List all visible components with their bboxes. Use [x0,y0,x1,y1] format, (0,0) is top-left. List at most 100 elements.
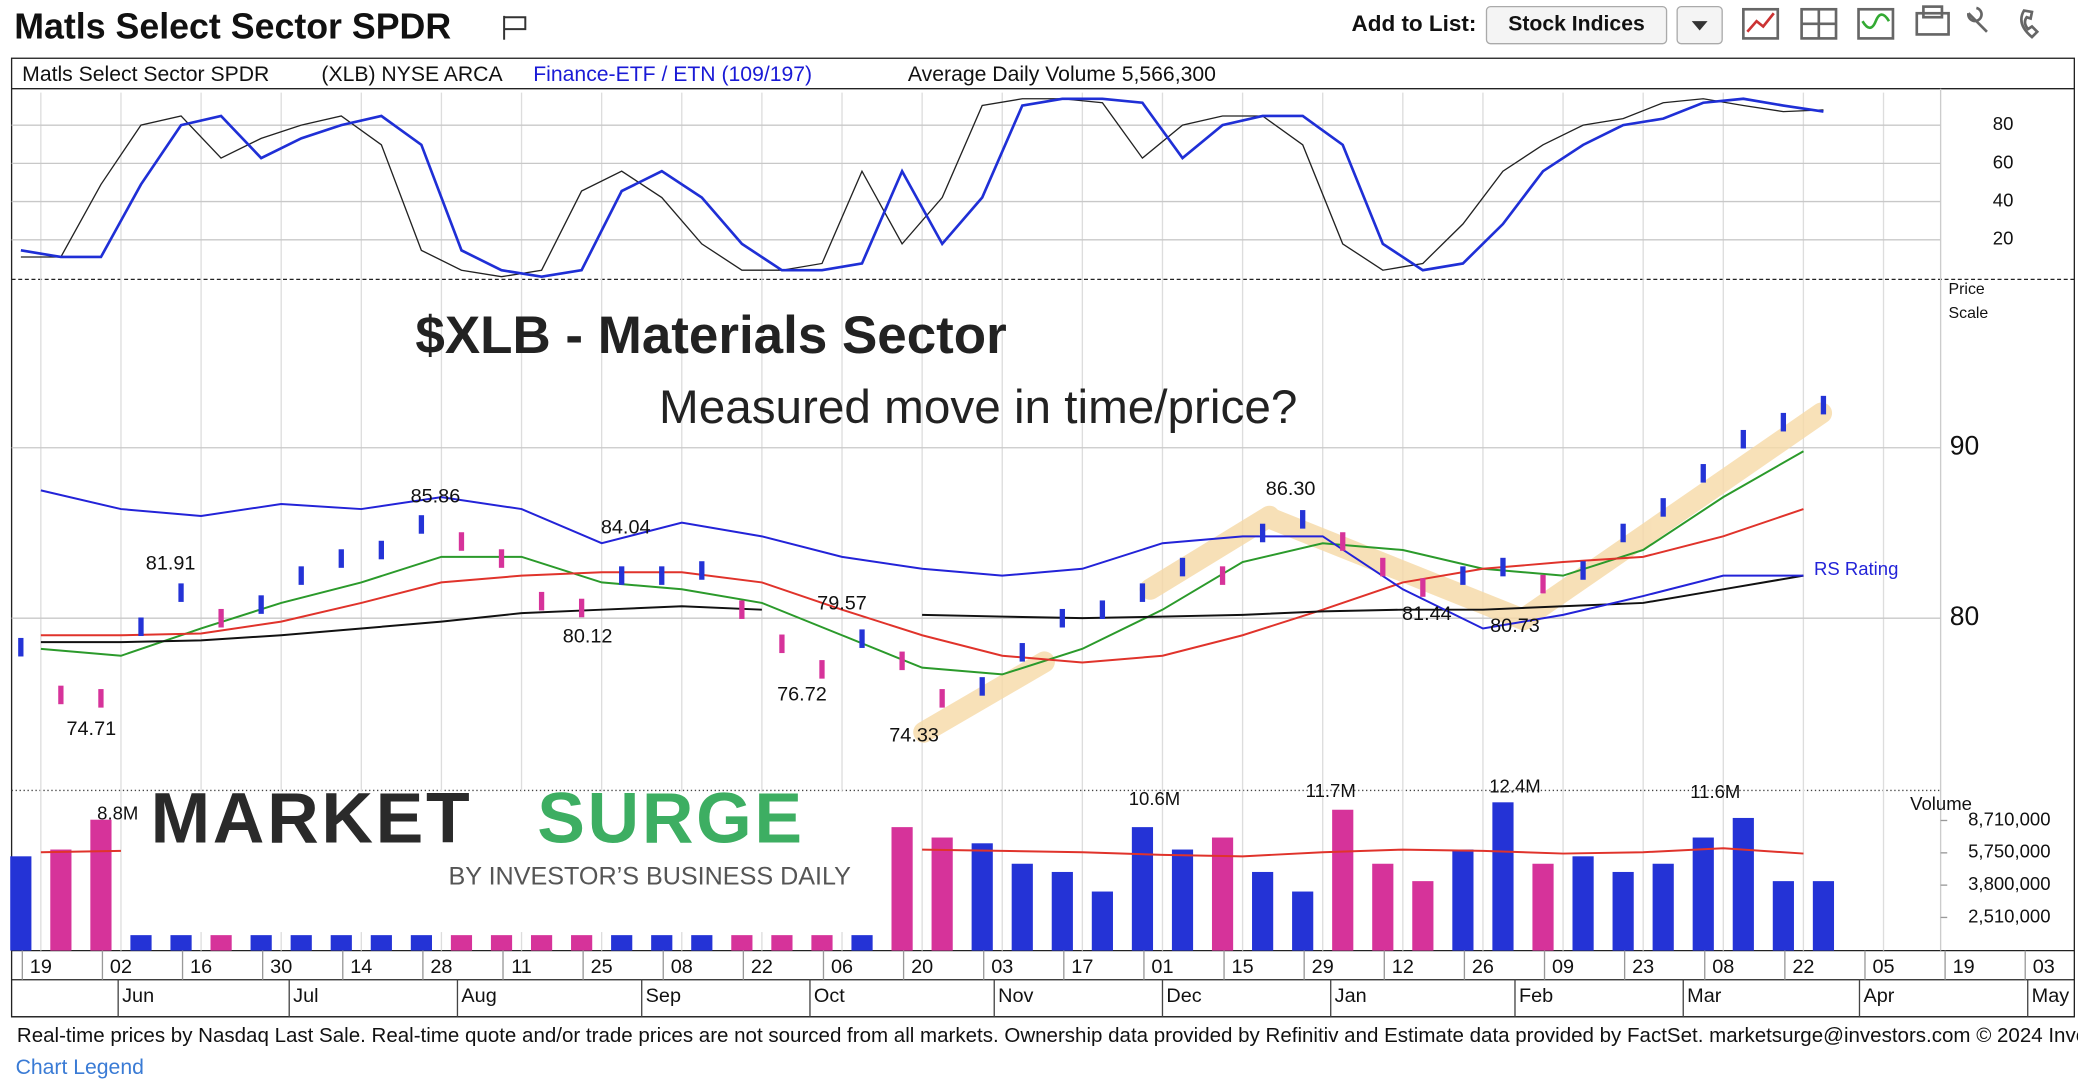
volume-bar [1011,863,1033,951]
volume-bar [651,935,673,951]
line-series [40,574,1804,644]
volume-bar [90,819,112,951]
price-bar [939,689,945,708]
list-button-text[interactable]: Stock Indices [1508,13,1645,36]
volume-bar [330,935,352,951]
x-tick-label: 28 [430,956,452,978]
price-bar [1059,608,1065,628]
volume-bar [571,935,593,951]
volume-bar [530,935,553,951]
price-bar [1219,566,1226,585]
icon-phone[interactable] [2020,9,2040,39]
price-bar [979,677,985,696]
y-tick-label: 40 [1993,189,2014,210]
x-tick-label: 22 [1792,956,1814,978]
y-tick-label: 80 [1950,601,1979,631]
volume-bar [971,843,993,951]
price-bar [418,515,425,534]
volume-bar [1252,871,1274,951]
month-label: Feb [1519,985,1553,1007]
x-tick-label: 08 [1712,956,1734,978]
volume-bar [450,935,473,951]
price-bar [298,566,304,585]
volume-bar [811,935,833,951]
legend-label: RS Rating [1814,558,1898,579]
line-series [20,98,1824,278]
x-tick-label: 03 [2033,956,2055,978]
icon-line[interactable] [1742,7,1780,40]
info-symbol: (XLB) NYSE ARCA [321,63,503,86]
volume-label: 11.6M [1690,781,1740,802]
price-bar [1179,557,1186,577]
price-bar [178,583,184,602]
price-bar [899,651,905,671]
x-tick-label: 02 [110,956,132,978]
logo-tagline: BY INVESTOR’S BUSINESS DAILY [449,862,852,890]
price-bar [1099,600,1106,619]
info-group[interactable]: Finance-ETF / ETN (109/197) [533,63,812,86]
volume-bar [10,856,32,951]
volume-bar [250,935,272,951]
volume-bar [1372,863,1394,951]
icon-chart[interactable] [1857,7,1895,40]
price-bar [458,532,465,551]
data [10,97,1835,951]
chart-legend-link[interactable]: Chart Legend [16,1056,144,1079]
x-tick-label: 01 [1151,956,1173,978]
axis-title: Price [1949,281,1985,298]
volume-bar [611,935,633,951]
volume-bar [1812,881,1835,951]
x-tick-label: 19 [30,956,52,978]
price-label: 79.57 [817,593,867,615]
flag-icon[interactable] [503,15,527,40]
price-bar [1500,557,1506,577]
price-bar [859,629,865,648]
price-bar [699,561,705,580]
volume-bar [1292,891,1314,951]
list-button[interactable] [1485,5,1668,45]
icon-print[interactable] [1915,11,1950,36]
price-bar [659,566,665,585]
price-label: 81.44 [1402,603,1452,625]
price-bar [578,598,585,618]
month-label: Apr [1863,985,1894,1007]
y-tick-label: 60 [1993,151,2014,172]
price-bar [498,549,505,568]
month-label: Aug [461,985,496,1007]
price-label: 86.30 [1266,478,1316,500]
month-label: Sep [646,985,681,1007]
x-tick-label: 26 [1472,956,1494,978]
volume-bar [1692,837,1714,951]
price-bar [1820,395,1827,415]
price-bar [1460,566,1466,585]
price-bar [1139,583,1146,602]
volume-label: 11.7M [1306,780,1356,801]
volume-bar [1051,871,1073,951]
volume-bar [130,935,152,951]
price-bar [98,689,104,708]
logo: MARKET SURGE BY INVESTOR’S BUSINESS DAIL… [128,778,875,933]
icon-tools[interactable] [1967,6,1988,33]
axis-title: Volume [1910,793,1972,814]
price-bar [819,660,825,679]
price-bar [1620,523,1626,543]
axis: 19 02 16 30 14 28 11 25 08 22 06 20 03 17 01 15 29 12 26 09… [21,113,2069,1017]
volume-bar [50,849,72,951]
x-tick-label: 09 [1552,956,1574,978]
dropdown-arrow [1691,21,1708,31]
price-bar [1540,574,1546,594]
x-tick-label: 17 [1071,956,1093,978]
volume-bar [1572,856,1594,951]
y-tick-label: 8,710,000 [1968,808,2050,829]
price-bar [138,617,144,637]
volume-bar [170,935,192,951]
volume-bar [1091,891,1113,951]
x-tick-label: 12 [1392,956,1414,978]
month-label: Oct [814,985,845,1007]
info-volume: Average Daily Volume 5,566,300 [908,63,1216,86]
month-label: Nov [998,985,1033,1007]
y-tick-label: 80 [1993,113,2014,134]
page-title: Matls Select Sector SPDR [14,7,451,47]
price-label: 80.73 [1490,615,1540,637]
